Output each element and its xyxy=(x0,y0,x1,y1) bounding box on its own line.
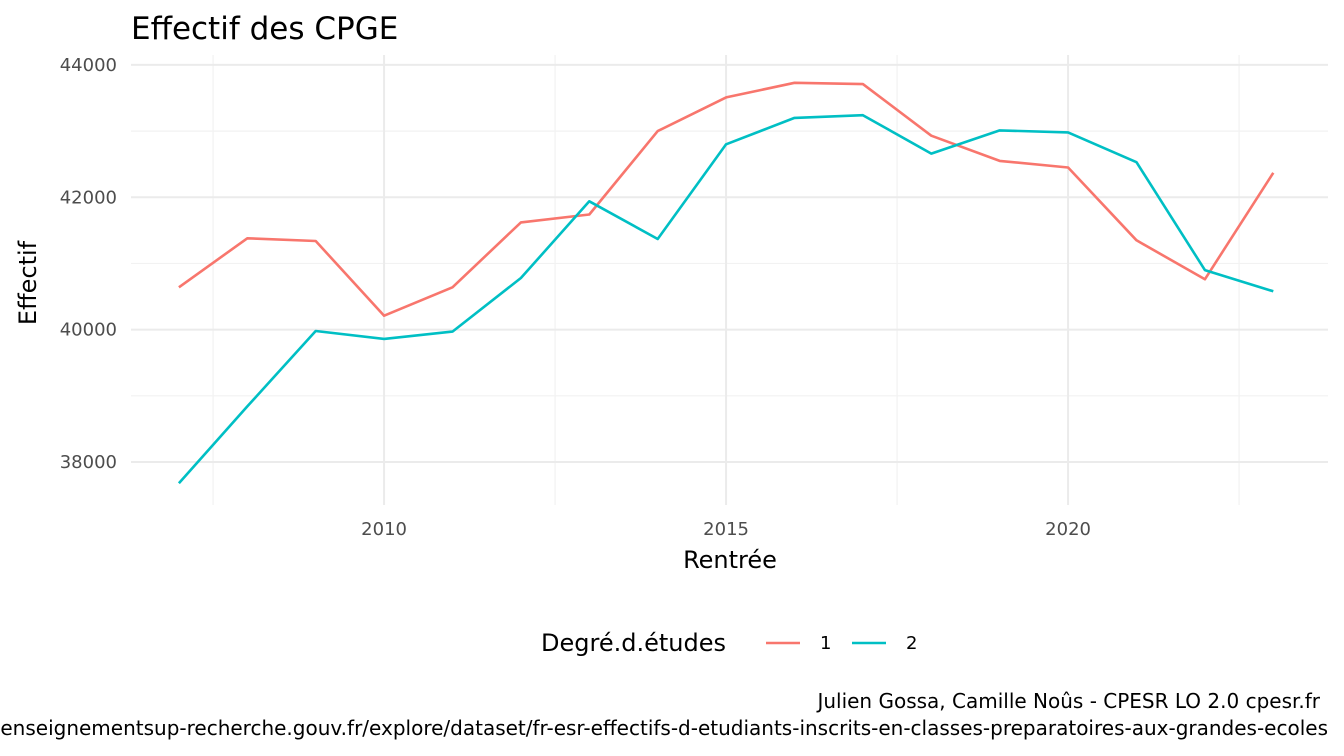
x-tick-label: 2010 xyxy=(361,519,407,540)
caption-source-url: https://data.enseignementsup-recherche.g… xyxy=(0,716,1328,740)
x-tick-label: 2020 xyxy=(1045,519,1091,540)
x-axis-ticks: 2010 2015 2020 xyxy=(361,519,1091,540)
y-axis-title: Effectif xyxy=(14,240,42,325)
x-axis-title: Rentrée xyxy=(683,546,777,574)
caption-credits: Julien Gossa, Camille Noûs - CPESR LO 2.… xyxy=(815,689,1320,713)
major-gridlines xyxy=(131,55,1328,505)
legend-label-series-1: 1 xyxy=(820,633,831,654)
x-tick-label: 2015 xyxy=(703,519,749,540)
series-line-1 xyxy=(178,81,1275,318)
chart-title: Effectif des CPGE xyxy=(131,11,398,47)
minor-gridlines xyxy=(131,55,1328,505)
legend-title: Degré.d.études xyxy=(541,629,726,657)
y-tick-label: 42000 xyxy=(60,187,117,208)
y-tick-label: 38000 xyxy=(60,452,117,473)
series-line-2 xyxy=(177,113,1274,485)
legend-label-series-2: 2 xyxy=(906,633,917,654)
y-axis-ticks: 38000 40000 42000 44000 xyxy=(60,55,117,473)
legend: Degré.d.études 1 2 xyxy=(541,629,917,657)
y-tick-label: 44000 xyxy=(60,55,117,76)
y-tick-label: 40000 xyxy=(60,320,117,341)
series-lines xyxy=(177,81,1275,485)
